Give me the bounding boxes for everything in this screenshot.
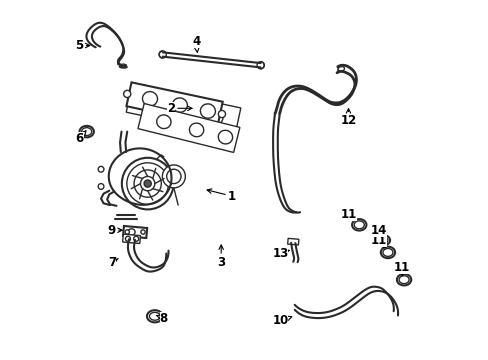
Circle shape — [133, 236, 139, 241]
Polygon shape — [122, 234, 140, 243]
Ellipse shape — [156, 115, 171, 129]
Ellipse shape — [189, 123, 203, 137]
Text: 12: 12 — [340, 109, 356, 127]
Text: 9: 9 — [107, 224, 122, 237]
Circle shape — [162, 165, 185, 188]
Circle shape — [125, 236, 130, 241]
Ellipse shape — [172, 98, 187, 112]
Text: 14: 14 — [370, 224, 386, 237]
Circle shape — [159, 51, 166, 58]
Text: 11: 11 — [370, 234, 386, 248]
Circle shape — [123, 90, 130, 98]
Text: 11: 11 — [393, 261, 409, 276]
Circle shape — [134, 170, 161, 197]
Circle shape — [122, 158, 173, 210]
Ellipse shape — [143, 94, 163, 113]
Text: 3: 3 — [217, 245, 225, 269]
Text: 4: 4 — [192, 35, 200, 52]
Circle shape — [144, 180, 151, 187]
Circle shape — [98, 166, 104, 172]
Polygon shape — [126, 85, 240, 135]
Text: 5: 5 — [75, 39, 90, 52]
Polygon shape — [123, 226, 147, 238]
Ellipse shape — [173, 101, 193, 120]
Ellipse shape — [218, 130, 232, 144]
Ellipse shape — [142, 91, 157, 106]
Polygon shape — [287, 238, 298, 245]
Ellipse shape — [200, 104, 215, 118]
Polygon shape — [138, 104, 240, 152]
Polygon shape — [126, 82, 222, 126]
Circle shape — [218, 111, 225, 118]
Text: 13: 13 — [272, 247, 289, 260]
Circle shape — [257, 62, 264, 69]
Text: 10: 10 — [272, 314, 291, 328]
Text: 11: 11 — [340, 208, 356, 221]
Ellipse shape — [128, 229, 135, 235]
Circle shape — [141, 230, 145, 234]
Text: 8: 8 — [156, 311, 167, 325]
Text: 7: 7 — [107, 256, 118, 269]
Circle shape — [98, 184, 104, 189]
Text: 6: 6 — [75, 131, 86, 145]
Text: 2: 2 — [166, 102, 192, 115]
Circle shape — [125, 230, 129, 234]
Text: 1: 1 — [207, 189, 236, 203]
Ellipse shape — [203, 107, 223, 126]
